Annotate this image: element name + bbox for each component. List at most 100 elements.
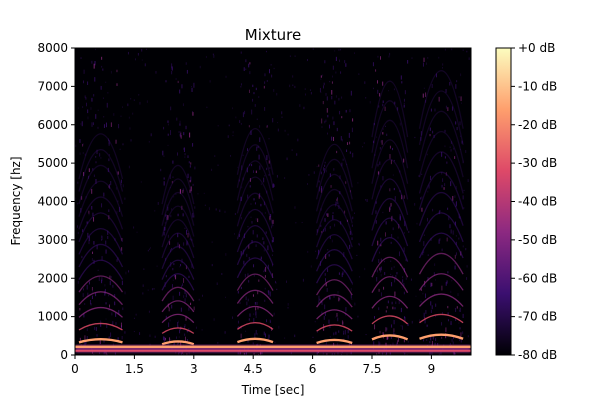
energy-speck [380,258,382,262]
energy-speck [88,168,90,173]
energy-speck [430,336,432,341]
noise-speck [284,129,286,132]
energy-speck [183,132,185,136]
noise-speck [439,238,441,241]
noise-speck [255,217,257,221]
noise-speck [329,80,331,83]
noise-speck [333,168,335,171]
energy-speck [84,335,86,341]
energy-speck [104,288,106,294]
noise-speck [246,253,248,257]
energy-speck [347,329,349,334]
energy-speck [321,300,323,305]
energy-speck [455,241,457,246]
energy-speck [332,65,334,70]
energy-speck [115,139,117,144]
noise-speck [139,101,141,105]
noise-speck [111,275,113,279]
energy-speck [260,203,262,207]
energy-speck [87,232,89,238]
harmonic-arc [316,324,353,332]
noise-speck [325,119,327,122]
noise-speck [351,224,353,227]
energy-speck [452,336,454,340]
harmonic-arc [371,100,409,153]
noise-speck [325,92,327,96]
energy-speck [84,341,86,346]
energy-speck [348,132,350,138]
energy-speck [251,109,253,115]
energy-speck [93,241,95,245]
noise-speck [108,138,109,142]
noise-speck [147,249,149,252]
energy-speck [184,298,186,303]
energy-speck [101,277,103,282]
noise-speck [434,263,436,266]
noise-speck [211,241,213,243]
energy-speck [327,213,329,217]
harmonic-arc [371,198,409,231]
energy-speck [347,335,349,339]
noise-speck [160,168,162,172]
noise-speck [341,138,343,142]
noise-speck [179,266,181,268]
energy-speck [384,272,386,275]
energy-speck [332,215,334,220]
syllable [371,56,409,355]
noise-speck [215,208,217,211]
energy-speck [341,273,343,278]
energy-speck [114,294,116,298]
energy-speck [257,218,259,223]
noise-speck [206,106,208,108]
energy-speck [185,315,187,321]
noise-speck [194,206,196,209]
energy-speck [422,252,424,256]
energy-speck [240,286,242,290]
noise-speck [405,277,407,280]
energy-speck [247,339,249,343]
energy-speck [324,227,326,232]
energy-speck [255,170,257,174]
energy-speck [459,337,461,342]
noise-speck [414,136,416,139]
noise-speck [379,271,381,273]
noise-speck [423,234,425,236]
noise-speck [299,104,301,107]
energy-speck [327,114,329,118]
harmonic-arc [418,70,464,129]
energy-speck [189,180,191,183]
noise-speck [163,155,165,157]
harmonic-arc [236,127,274,175]
noise-speck [199,65,201,69]
energy-speck [435,303,437,307]
noise-speck [404,232,406,234]
energy-speck [108,215,110,220]
noise-speck [185,62,187,65]
noise-speck [148,310,150,313]
energy-speck [91,122,93,127]
noise-speck [228,124,230,127]
noise-speck [192,111,194,113]
energy-speck [163,231,165,236]
energy-speck [379,161,381,165]
harmonic-arc [315,143,353,188]
noise-speck [426,153,428,156]
energy-speck [452,341,454,345]
noise-speck [400,325,402,327]
x-tick-label: 1.5 [125,362,144,376]
noise-speck [379,147,381,150]
energy-speck [440,351,442,355]
energy-speck [445,327,447,332]
spectrogram-image [75,48,471,355]
energy-speck [94,60,96,66]
noise-speck [75,197,77,200]
energy-speck [402,279,404,283]
energy-speck [432,208,434,212]
harmonic-arc [371,119,409,169]
energy-speck [182,189,184,194]
harmonic-arc [371,178,409,216]
energy-speck [318,249,320,255]
energy-speck [431,282,433,287]
energy-speck [99,153,101,157]
energy-speck [263,177,265,183]
